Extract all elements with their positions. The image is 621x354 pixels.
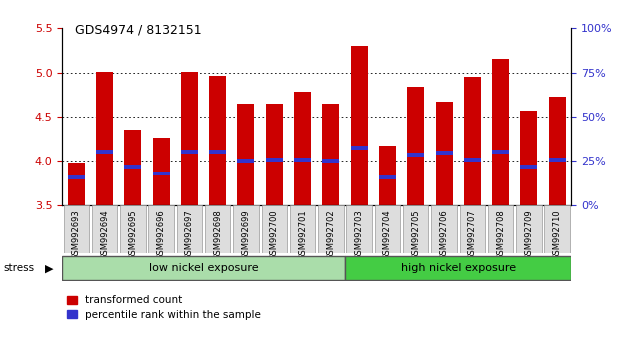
Text: GSM992698: GSM992698 <box>213 209 222 260</box>
Text: GSM992706: GSM992706 <box>440 209 448 260</box>
Bar <box>209 150 226 154</box>
FancyBboxPatch shape <box>516 205 542 253</box>
Text: GSM992699: GSM992699 <box>242 209 250 260</box>
FancyBboxPatch shape <box>431 205 456 253</box>
Text: GSM992707: GSM992707 <box>468 209 477 260</box>
FancyBboxPatch shape <box>318 205 343 253</box>
Text: GSM992700: GSM992700 <box>270 209 279 260</box>
Text: ▶: ▶ <box>45 263 53 273</box>
Bar <box>435 151 453 155</box>
Text: GSM992694: GSM992694 <box>100 209 109 260</box>
FancyBboxPatch shape <box>176 205 202 253</box>
FancyBboxPatch shape <box>261 205 287 253</box>
Legend: transformed count, percentile rank within the sample: transformed count, percentile rank withi… <box>67 296 261 320</box>
Bar <box>266 159 283 162</box>
Text: GSM992710: GSM992710 <box>553 209 561 260</box>
FancyBboxPatch shape <box>290 205 315 253</box>
FancyBboxPatch shape <box>403 205 428 253</box>
Bar <box>153 172 170 175</box>
Bar <box>68 163 84 205</box>
FancyBboxPatch shape <box>205 205 230 253</box>
Text: GSM992693: GSM992693 <box>72 209 81 260</box>
Bar <box>520 110 537 205</box>
Bar <box>549 159 566 162</box>
Bar <box>266 103 283 205</box>
Bar <box>492 59 509 205</box>
Bar <box>96 150 113 154</box>
FancyBboxPatch shape <box>545 205 570 253</box>
Bar <box>351 46 368 205</box>
FancyBboxPatch shape <box>92 205 117 253</box>
Text: low nickel exposure: low nickel exposure <box>149 263 258 273</box>
Text: GSM992709: GSM992709 <box>524 209 533 260</box>
Bar <box>181 72 198 205</box>
Bar <box>124 165 142 169</box>
Bar <box>435 102 453 205</box>
Bar <box>520 165 537 169</box>
FancyBboxPatch shape <box>345 256 571 280</box>
Bar <box>237 103 255 205</box>
Bar <box>322 159 339 163</box>
Bar <box>294 92 311 205</box>
FancyBboxPatch shape <box>62 256 345 280</box>
Text: GSM992702: GSM992702 <box>327 209 335 260</box>
Bar <box>322 104 339 205</box>
Bar <box>407 153 424 156</box>
Bar <box>153 138 170 205</box>
FancyBboxPatch shape <box>63 205 89 253</box>
Bar <box>379 175 396 179</box>
FancyBboxPatch shape <box>347 205 372 253</box>
Bar <box>492 150 509 154</box>
Bar <box>96 72 113 205</box>
Bar <box>209 76 226 205</box>
Bar <box>181 150 198 154</box>
Bar <box>237 159 255 163</box>
Text: GSM992695: GSM992695 <box>129 209 137 260</box>
FancyBboxPatch shape <box>148 205 174 253</box>
Text: GSM992697: GSM992697 <box>185 209 194 260</box>
Text: GSM992696: GSM992696 <box>156 209 166 260</box>
Text: GDS4974 / 8132151: GDS4974 / 8132151 <box>75 23 201 36</box>
FancyBboxPatch shape <box>374 205 400 253</box>
Bar <box>124 130 142 205</box>
FancyBboxPatch shape <box>460 205 485 253</box>
Bar <box>68 175 84 179</box>
FancyBboxPatch shape <box>488 205 514 253</box>
Text: GSM992705: GSM992705 <box>411 209 420 260</box>
Text: GSM992703: GSM992703 <box>355 209 364 260</box>
Text: GSM992701: GSM992701 <box>298 209 307 260</box>
FancyBboxPatch shape <box>233 205 259 253</box>
Text: stress: stress <box>3 263 34 273</box>
Bar <box>549 97 566 205</box>
Bar <box>464 159 481 162</box>
Bar <box>407 87 424 205</box>
Bar <box>379 146 396 205</box>
Text: GSM992708: GSM992708 <box>496 209 505 260</box>
Bar <box>351 146 368 149</box>
Bar <box>294 159 311 162</box>
Bar <box>464 77 481 205</box>
Text: GSM992704: GSM992704 <box>383 209 392 260</box>
FancyBboxPatch shape <box>120 205 145 253</box>
Text: high nickel exposure: high nickel exposure <box>401 263 515 273</box>
